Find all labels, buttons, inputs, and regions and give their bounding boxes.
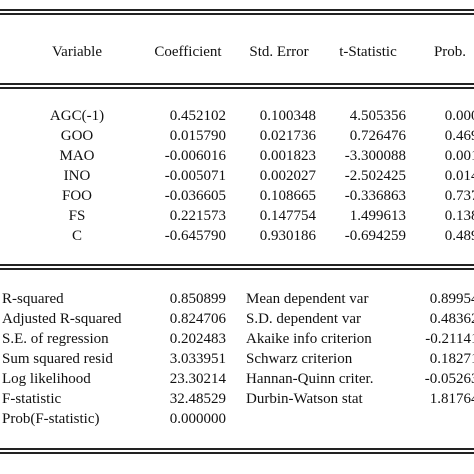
header-rule — [0, 83, 474, 85]
variable-name: FS — [68, 208, 86, 224]
coefficient-value: -0.005071 — [164, 168, 226, 184]
statistic-label: Sum squared resid — [2, 351, 113, 367]
statistic-label: R-squared — [2, 291, 64, 307]
statistic-value: 3.033951 — [169, 351, 226, 367]
table-top-rule — [0, 9, 474, 11]
coefficient-value: 0.221573 — [169, 208, 226, 224]
statistic-label-right: Mean dependent var — [246, 291, 369, 307]
table-bottom-rule-inner — [0, 452, 474, 454]
t-statistic-value: -0.336863 — [344, 188, 406, 204]
header-prob: Prob. — [433, 44, 467, 60]
variable-name: FOO — [61, 188, 93, 204]
statistic-value: 23.30214 — [169, 371, 226, 387]
t-statistic-value: 4.505356 — [349, 108, 406, 124]
middle-rule-inner — [0, 268, 474, 270]
statistic-label: Adjusted R-squared — [2, 311, 122, 327]
variable-name: INO — [63, 168, 91, 184]
statistic-value-right: 0.483621 — [429, 311, 474, 327]
middle-rule — [0, 264, 474, 266]
std-error-value: 0.930186 — [259, 228, 316, 244]
table-top-rule-inner — [0, 13, 474, 15]
statistic-value-right: -0.052630 — [424, 371, 474, 387]
statistic-value-right: -0.211412 — [425, 331, 474, 347]
statistic-label: Prob(F-statistic) — [2, 411, 100, 427]
statistic-label: F-statistic — [2, 391, 62, 407]
std-error-value: 0.100348 — [259, 108, 316, 124]
statistic-label-right: Hannan-Quinn criter. — [246, 371, 374, 387]
statistic-value-right: 0.182710 — [429, 351, 474, 367]
prob-value: 0.0015 — [444, 148, 474, 164]
prob-value: 0.7372 — [444, 188, 474, 204]
std-error-value: 0.147754 — [259, 208, 316, 224]
header-rule-inner — [0, 87, 474, 89]
statistic-label: Log likelihood — [2, 371, 91, 387]
statistic-value: 32.48529 — [169, 391, 226, 407]
coefficient-value: 0.452102 — [169, 108, 226, 124]
statistic-value-right: 1.817647 — [429, 391, 474, 407]
header-t-statistic: t-Statistic — [339, 44, 397, 60]
statistic-label-right: Schwarz criterion — [246, 351, 353, 367]
statistic-value: 0.850899 — [169, 291, 226, 307]
coefficient-value: -0.006016 — [164, 148, 226, 164]
coefficient-value: -0.645790 — [164, 228, 226, 244]
statistic-label: S.E. of regression — [2, 331, 109, 347]
t-statistic-value: 0.726476 — [349, 128, 406, 144]
variable-name: GOO — [60, 128, 94, 144]
t-statistic-value: -3.300088 — [344, 148, 406, 164]
std-error-value: 0.001823 — [259, 148, 316, 164]
statistic-value: 0.202483 — [169, 331, 226, 347]
statistic-value: 0.000000 — [169, 411, 226, 427]
t-statistic-value: -0.694259 — [344, 228, 406, 244]
prob-value: 0.0000 — [444, 108, 474, 124]
prob-value: 0.1380 — [444, 208, 474, 224]
table-bottom-rule — [0, 448, 474, 450]
std-error-value: 0.021736 — [259, 128, 316, 144]
std-error-value: 0.108665 — [259, 188, 316, 204]
prob-value: 0.4897 — [444, 228, 474, 244]
statistic-label-right: Durbin-Watson stat — [246, 391, 363, 407]
header-coefficient: Coefficient — [154, 44, 222, 60]
statistic-value: 0.824706 — [169, 311, 226, 327]
coefficient-value: 0.015790 — [169, 128, 226, 144]
variable-name: AGC(-1) — [49, 108, 105, 124]
t-statistic-value: -2.502425 — [344, 168, 406, 184]
variable-name: MAO — [59, 148, 95, 164]
statistic-label-right: Akaike info criterion — [246, 331, 372, 347]
statistic-label-right: S.D. dependent var — [246, 311, 361, 327]
t-statistic-value: 1.499613 — [349, 208, 406, 224]
statistic-value-right: 0.899545 — [429, 291, 474, 307]
variable-name: C — [71, 228, 83, 244]
prob-value: 0.4698 — [444, 128, 474, 144]
prob-value: 0.0145 — [444, 168, 474, 184]
std-error-value: 0.002027 — [259, 168, 316, 184]
coefficient-value: -0.036605 — [164, 188, 226, 204]
header-variable: Variable — [52, 44, 102, 60]
header-std-error: Std. Error — [249, 44, 309, 60]
